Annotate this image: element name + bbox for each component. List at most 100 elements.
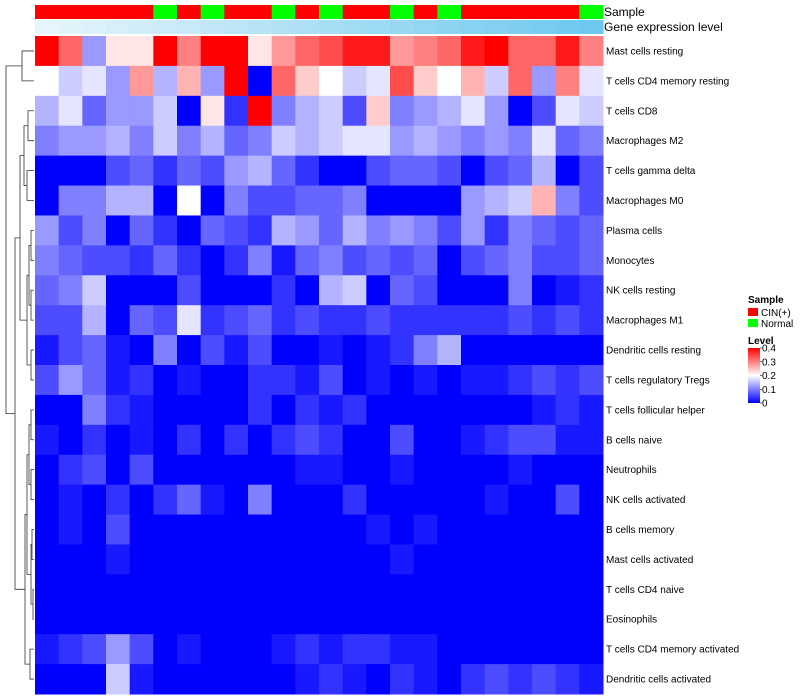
heatmap-cell: [106, 335, 131, 366]
heatmap-cell: [508, 215, 533, 246]
heatmap-cell: [461, 155, 486, 187]
dendrogram-branch: [21, 50, 34, 82]
heatmap-cell: [106, 454, 131, 486]
heatmap-cell: [555, 125, 580, 157]
heatmap-cell: [106, 604, 131, 635]
heatmap-cell: [579, 424, 604, 456]
heatmap-cell: [224, 574, 249, 605]
heatmap-cell: [200, 155, 225, 187]
sample-annotation-cell: [129, 5, 154, 19]
heatmap-cell: [484, 454, 509, 486]
heatmap-cell: [82, 335, 107, 366]
heatmap-cell: [484, 305, 509, 336]
sample-annotation-cell: [248, 5, 273, 19]
heatmap-cell: [555, 574, 580, 605]
heatmap-cell: [129, 65, 154, 97]
heatmap-cell: [248, 664, 273, 695]
heatmap-cell: [532, 544, 557, 575]
heatmap-cell: [508, 604, 533, 635]
heatmap-cell: [129, 544, 154, 575]
heatmap-cell: [532, 36, 557, 67]
heatmap-cell: [271, 275, 296, 306]
heatmap-cell: [579, 245, 604, 276]
heatmap-cell: [319, 215, 344, 246]
heatmap-cell: [295, 155, 320, 187]
heatmap-cell: [437, 185, 462, 216]
heatmap-cell: [200, 394, 225, 426]
heatmap-cell: [271, 634, 296, 665]
row-label: Mast cells activated: [606, 555, 693, 566]
heatmap-cell: [82, 574, 107, 605]
heatmap-cell: [579, 95, 604, 127]
heatmap-cell: [200, 275, 225, 306]
heatmap-cell: [248, 125, 273, 157]
heatmap-cell: [413, 335, 438, 366]
heatmap-cell: [35, 544, 60, 575]
heatmap-cell: [555, 155, 580, 187]
heatmap-cell: [82, 664, 107, 695]
sample-annotation-cell: [484, 5, 509, 19]
heatmap-cell: [342, 424, 367, 456]
heatmap-cell: [413, 394, 438, 426]
heatmap-cell: [295, 215, 320, 246]
heatmap-cell: [390, 454, 415, 486]
sample-annotation-cell: [35, 5, 60, 19]
heatmap-cell: [106, 245, 131, 276]
heatmap-cell: [532, 664, 557, 695]
heatmap-cell: [319, 155, 344, 187]
heatmap-cell: [342, 664, 367, 695]
heatmap-cell: [248, 574, 273, 605]
heatmap-cell: [508, 65, 533, 97]
heatmap-cell: [319, 544, 344, 575]
heatmap-cell: [461, 514, 486, 545]
heatmap-cell: [342, 185, 367, 216]
heatmap-cell: [58, 544, 83, 575]
heatmap-cell: [532, 245, 557, 276]
heatmap-cell: [200, 424, 225, 456]
heatmap-cell: [319, 305, 344, 336]
row-label: T cells CD8: [606, 106, 658, 117]
heatmap-cell: [342, 215, 367, 246]
heatmap-cell: [271, 424, 296, 456]
heatmap-cell: [82, 155, 107, 187]
heatmap-cell: [248, 245, 273, 276]
heatmap-cell: [508, 574, 533, 605]
expression-annotation-cell: [390, 20, 415, 34]
heatmap-cell: [82, 634, 107, 665]
heatmap-cell: [461, 245, 486, 276]
heatmap-cell: [366, 394, 391, 426]
row-label: NK cells activated: [606, 495, 685, 506]
expression-annotation-cell: [248, 20, 273, 34]
sample-annotation-cell: [319, 5, 344, 19]
heatmap-cell: [224, 215, 249, 246]
heatmap-cell: [153, 394, 178, 426]
heatmap-cell: [129, 394, 154, 426]
heatmap-cell: [484, 514, 509, 545]
heatmap-cell: [579, 514, 604, 545]
heatmap-cell: [295, 664, 320, 695]
heatmap-cell: [271, 65, 296, 97]
heatmap-cell: [295, 305, 320, 336]
heatmap-cell: [342, 634, 367, 665]
heatmap-cell: [532, 335, 557, 366]
heatmap-cell: [106, 305, 131, 336]
heatmap-cell: [461, 335, 486, 366]
heatmap-cell: [319, 275, 344, 306]
heatmap-cell: [106, 664, 131, 695]
heatmap-cell: [177, 604, 202, 635]
heatmap-cell: [224, 634, 249, 665]
heatmap-cell: [413, 664, 438, 695]
expression-annotation-cell: [508, 20, 533, 34]
heatmap-cell: [177, 155, 202, 187]
heatmap-cell: [366, 275, 391, 306]
sample-track-label: Sample: [604, 5, 645, 19]
row-dendrogram: [5, 50, 34, 680]
heatmap-cell: [342, 365, 367, 396]
heatmap-cell: [484, 394, 509, 426]
heatmap-cell: [555, 394, 580, 426]
heatmap-cell: [390, 365, 415, 396]
heatmap-cell: [390, 394, 415, 426]
heatmap-cell: [200, 574, 225, 605]
heatmap-cell: [579, 215, 604, 246]
heatmap-cell: [390, 36, 415, 67]
